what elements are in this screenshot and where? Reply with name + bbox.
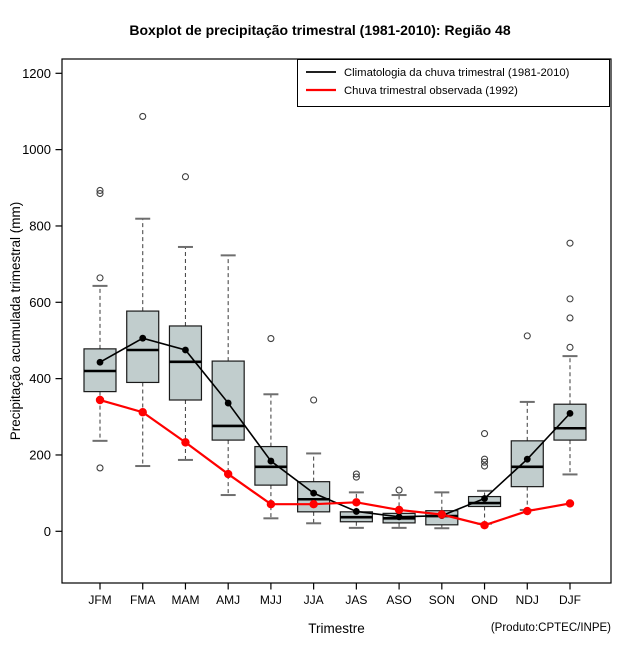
series-line: [99, 398, 571, 527]
outlier-point: [480, 455, 489, 463]
x-tick-label: SON: [429, 593, 455, 607]
y-tick-label: 0: [44, 524, 51, 539]
x-tick-label: NDJ: [516, 593, 539, 607]
x-tick-label: JJA: [304, 593, 324, 607]
series-point: [181, 438, 190, 447]
x-tick-label: FMA: [130, 593, 155, 607]
outlier-point: [352, 470, 360, 478]
outlier-point: [96, 274, 104, 282]
x-tick-label: MJJ: [260, 593, 282, 607]
series-point: [523, 455, 531, 463]
outlier-point: [566, 239, 574, 247]
outlier-point: [523, 332, 531, 340]
y-tick-label: 400: [29, 371, 51, 386]
y-tick-label: 1000: [22, 142, 51, 157]
x-axis: JFM FMA MAM AMJ MJJ JJA JAS ASO SON OND NDJ DJF: [88, 583, 581, 607]
series-point: [523, 506, 532, 516]
y-tick-label: 800: [29, 218, 51, 233]
legend-label: Climatologia da chuva trimestral (1981-2…: [344, 67, 570, 79]
boxplot-JFM: [83, 186, 117, 472]
outlier-point: [96, 464, 104, 472]
series-point: [566, 409, 574, 417]
outlier-point: [480, 458, 489, 466]
outlier-point: [267, 335, 275, 343]
outlier-point: [566, 314, 574, 322]
outlier-point: [480, 430, 489, 438]
series-point: [395, 513, 403, 521]
boxplot-NDJ: [510, 332, 544, 511]
series-point: [480, 520, 489, 530]
x-tick-label: JAS: [345, 593, 367, 607]
x-tick-label: AMJ: [216, 593, 240, 607]
series-point: [96, 358, 104, 366]
legend: Climatologia da chuva trimestral (1981-2…: [297, 59, 610, 107]
boxplot-AMJ: [211, 254, 245, 497]
chart-title: Boxplot de precipitação trimestral (1981…: [129, 22, 511, 38]
series-observed: [95, 395, 575, 530]
boxplot-DJF: [553, 239, 587, 476]
x-tick-label: DJF: [559, 593, 581, 607]
series-point: [95, 395, 105, 405]
series-point: [437, 510, 447, 519]
x-tick-label: ASO: [386, 593, 411, 607]
iqr-box: [126, 310, 160, 384]
boxplot-OND: [467, 430, 502, 525]
series-point: [310, 489, 318, 497]
outlier-point: [480, 462, 489, 470]
series-point: [352, 498, 361, 507]
series-climatology: [96, 334, 574, 521]
outlier-point: [96, 189, 104, 198]
series-point: [267, 457, 275, 465]
x-axis-label: Trimestre: [308, 621, 365, 636]
y-tick-label: 1200: [22, 66, 51, 81]
boxplot-FMA: [126, 112, 160, 468]
legend-box: [297, 59, 610, 107]
series-point: [138, 408, 147, 417]
iqr-box: [510, 440, 544, 488]
series-point: [223, 469, 233, 479]
outlier-point: [310, 396, 318, 404]
series-point: [352, 508, 360, 515]
series-point: [182, 346, 189, 354]
iqr-box: [553, 403, 587, 441]
y-axis: 0 200 400 600 800 1000 1200: [22, 66, 62, 539]
x-tick-label: JFM: [88, 593, 111, 607]
credit-text: (Produto:CPTEC/INPE): [490, 622, 611, 634]
series-point: [481, 495, 488, 502]
outlier-point: [566, 295, 574, 303]
series-point: [224, 399, 232, 407]
series-point: [565, 499, 575, 508]
outlier-point: [181, 173, 190, 181]
y-tick-label: 200: [29, 447, 51, 462]
legend-label: Chuva trimestral observada (1992): [344, 85, 518, 97]
outlier-point: [139, 112, 147, 120]
x-tick-label: OND: [471, 593, 498, 607]
boxplot-MAM: [168, 173, 203, 461]
series-point: [266, 500, 276, 509]
series-point: [139, 334, 147, 342]
x-tick-label: MAM: [171, 593, 199, 607]
boxplot-MJJ: [254, 335, 288, 520]
y-tick-label: 600: [29, 295, 51, 310]
outlier-point: [352, 473, 360, 481]
series-point: [309, 500, 318, 509]
boxplot-JJA: [297, 396, 331, 525]
series-point: [394, 505, 404, 515]
outlier-point: [566, 343, 574, 351]
outlier-point: [96, 186, 104, 195]
outlier-point: [395, 486, 403, 494]
